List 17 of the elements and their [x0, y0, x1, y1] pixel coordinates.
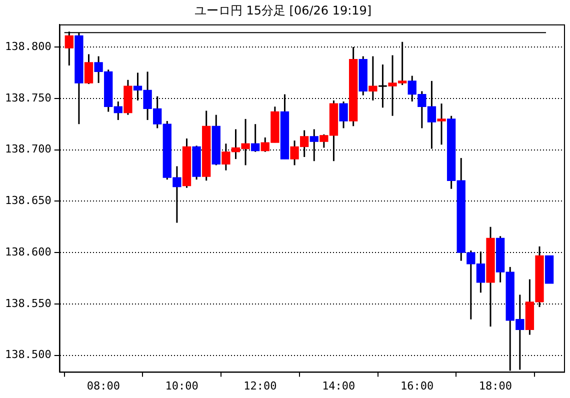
x-tick-label: 14:00 [322, 379, 356, 392]
y-tick-label: 138.550 [5, 296, 52, 310]
y-tick-label: 138.800 [5, 40, 52, 53]
y-tick-label: 138.750 [5, 91, 52, 104]
y-tick-label: 138.700 [5, 142, 52, 156]
y-tick-label: 138.650 [5, 194, 52, 208]
x-tick-label: 10:00 [165, 379, 198, 392]
candlestick [437, 102, 446, 146]
candlestick [339, 100, 348, 129]
chart-title: ユーロ円 15分足 [06/26 19:19] [194, 3, 372, 18]
candlestick [84, 53, 94, 85]
y-tick-label: 138.600 [5, 245, 52, 258]
x-tick-label: 08:00 [86, 379, 120, 392]
y-tick-label: 138.500 [5, 348, 52, 362]
x-tick-label: 12:00 [244, 379, 277, 392]
x-tick-label: 16:00 [400, 379, 434, 392]
x-tick-label: 18:00 [478, 379, 512, 392]
